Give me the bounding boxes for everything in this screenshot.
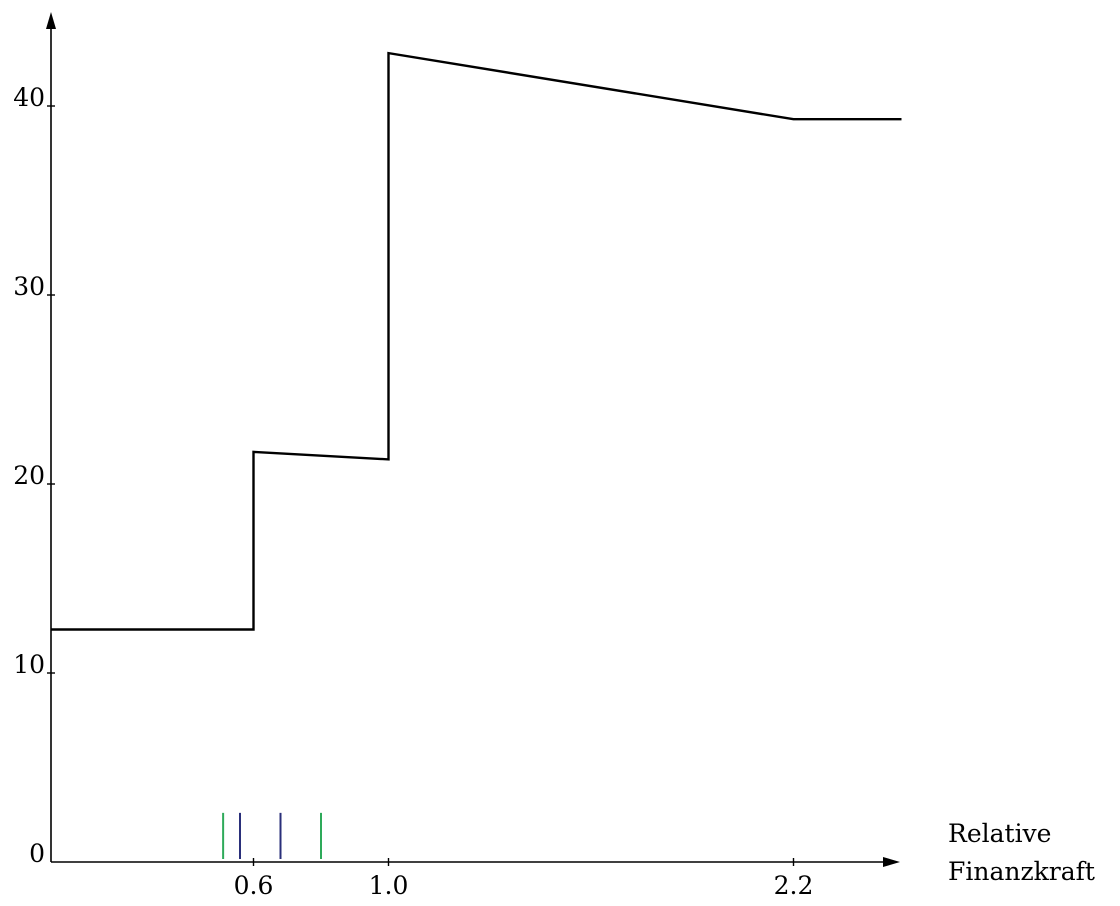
y-axis-arrow — [46, 12, 56, 29]
series-line — [51, 51, 902, 631]
labels: Relative Finanzkraft — [948, 819, 1095, 886]
y-tick-label: 30 — [13, 272, 45, 301]
x-tick-label: 0.6 — [234, 871, 274, 900]
series-group — [51, 51, 902, 631]
axes: 0.6 1.0 2.2 0 10 20 30 40 — [13, 12, 900, 900]
y-tick-label: 40 — [13, 83, 45, 112]
y-tick-label: 0 — [29, 839, 45, 868]
x-tick-label: 2.2 — [774, 871, 814, 900]
x-axis-title-line-2: Finanzkraft — [948, 857, 1095, 886]
x-tick-label: 1.0 — [369, 871, 409, 900]
y-tick-label: 20 — [13, 461, 45, 490]
markers — [222, 812, 322, 859]
x-axis-arrow — [883, 857, 900, 867]
y-tick-label: 10 — [13, 650, 45, 679]
x-axis-title-line-1: Relative — [948, 819, 1051, 848]
